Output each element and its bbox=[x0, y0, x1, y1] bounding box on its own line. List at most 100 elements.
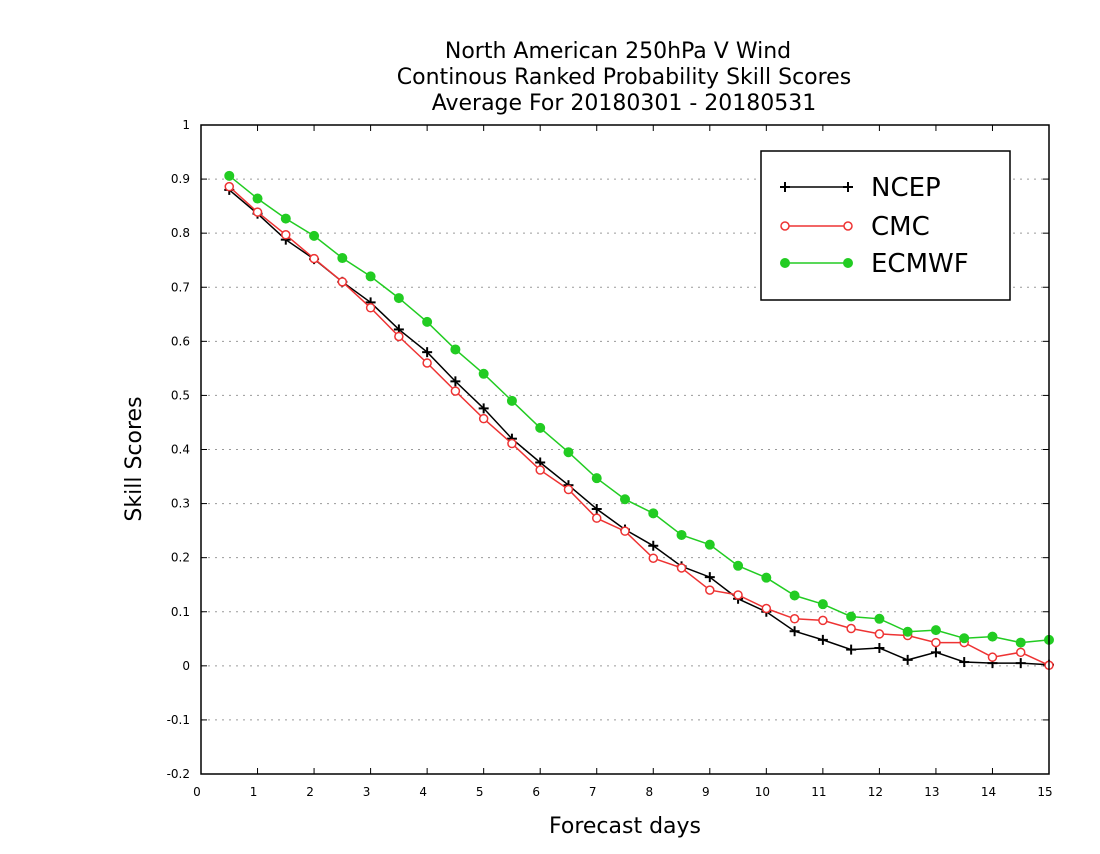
data-point-ncep bbox=[422, 347, 433, 358]
plot-frame bbox=[200, 124, 1050, 775]
y-tick-label: -0.1 bbox=[167, 713, 190, 727]
legend-marker-left-ncep bbox=[780, 182, 790, 192]
data-point-ecmwf bbox=[1015, 637, 1026, 648]
data-point-ncep bbox=[478, 403, 489, 414]
data-point-ecmwf bbox=[252, 193, 263, 204]
data-point-cmc bbox=[818, 615, 828, 626]
data-point-cmc bbox=[733, 590, 743, 600]
x-tick-label: 14 bbox=[981, 785, 996, 799]
data-point-ncep bbox=[789, 626, 800, 637]
data-point-ecmwf bbox=[761, 572, 772, 583]
data-point-ecmwf bbox=[846, 611, 857, 622]
x-tick-label: 13 bbox=[924, 785, 939, 799]
data-point-cmc bbox=[874, 629, 885, 639]
x-tick-label: 8 bbox=[645, 785, 653, 799]
legend-entry-ncep: NCEP bbox=[780, 173, 941, 203]
x-tick-label: 2 bbox=[306, 785, 314, 799]
y-tick-label: 0.8 bbox=[171, 226, 190, 240]
legend-marker-right-ncep bbox=[843, 182, 853, 192]
data-point-ecmwf bbox=[535, 422, 546, 433]
data-point-cmc bbox=[224, 181, 235, 192]
x-tick-label: 6 bbox=[532, 785, 540, 799]
data-point-cmc bbox=[705, 585, 715, 595]
series-line-cmc bbox=[228, 186, 1050, 666]
data-point-cmc bbox=[676, 563, 687, 573]
data-point-cmc bbox=[535, 465, 545, 475]
y-tick-label: 1 bbox=[182, 118, 190, 132]
data-point-ecmwf bbox=[874, 613, 885, 624]
x-tick-label: 9 bbox=[702, 785, 710, 799]
x-tick-label: 0 bbox=[193, 785, 201, 799]
data-point-ncep bbox=[902, 654, 913, 665]
y-tick-label: 0.7 bbox=[171, 280, 190, 294]
legend-label-cmc: CMC bbox=[871, 212, 930, 242]
data-point-cmc bbox=[931, 637, 941, 648]
data-point-cmc bbox=[337, 277, 348, 287]
data-point-ncep bbox=[874, 642, 885, 653]
data-point-cmc bbox=[789, 614, 800, 624]
data-point-cmc bbox=[365, 303, 376, 313]
data-point-ecmwf bbox=[676, 529, 687, 540]
y-tick-label: 0.1 bbox=[171, 605, 190, 619]
data-point-cmc bbox=[563, 484, 574, 495]
grid bbox=[201, 178, 1049, 721]
x-tick-label: 11 bbox=[811, 785, 826, 799]
y-tick-label: 0.2 bbox=[171, 551, 190, 565]
data-point-ncep bbox=[1015, 658, 1026, 669]
data-point-cmc bbox=[309, 253, 319, 264]
data-point-ecmwf bbox=[337, 253, 348, 264]
data-point-ncep bbox=[450, 376, 461, 387]
data-point-ncep bbox=[591, 503, 602, 514]
y-tick-label: 0.3 bbox=[171, 497, 190, 511]
y-tick-label: -0.2 bbox=[167, 767, 190, 781]
data-point-cmc bbox=[620, 526, 630, 536]
data-point-ecmwf bbox=[930, 625, 941, 636]
data-point-cmc bbox=[846, 623, 856, 634]
data-point-cmc bbox=[281, 230, 291, 240]
data-point-ecmwf bbox=[563, 447, 574, 458]
data-point-ecmwf bbox=[591, 473, 602, 484]
data-point-ecmwf bbox=[789, 590, 800, 601]
y-tick-label: 0.9 bbox=[171, 172, 190, 186]
data-point-ecmwf bbox=[959, 633, 970, 644]
data-point-ncep bbox=[817, 634, 828, 645]
data-point-cmc bbox=[591, 513, 602, 523]
x-tick-label: 12 bbox=[868, 785, 883, 799]
legend-marker-left-cmc bbox=[780, 221, 790, 231]
data-point-ecmwf bbox=[280, 213, 291, 224]
series-line-ncep bbox=[228, 189, 1050, 666]
x-axis-ticks: 0 1 2 3 4 5 6 7 8 9 10 11 12 13 14 15 bbox=[193, 125, 1053, 799]
x-tick-label: 4 bbox=[419, 785, 427, 799]
data-point-ecmwf bbox=[478, 368, 489, 379]
chart-title-line-3: Average For 20180301 - 20180531 bbox=[432, 91, 817, 116]
data-point-ecmwf bbox=[365, 271, 376, 282]
data-point-ecmwf bbox=[902, 626, 913, 637]
legend-label-ecmwf: ECMWF bbox=[871, 249, 969, 279]
x-tick-label: 15 bbox=[1037, 785, 1052, 799]
x-tick-label: 7 bbox=[589, 785, 597, 799]
chart-title-line-2: Continous Ranked Probability Skill Score… bbox=[397, 65, 851, 90]
chart-title: North American 250hPa V Wind Continous R… bbox=[397, 39, 851, 116]
x-tick-label: 1 bbox=[250, 785, 258, 799]
data-point-ncep bbox=[846, 644, 857, 655]
x-tick-label: 3 bbox=[363, 785, 371, 799]
legend-label-ncep: NCEP bbox=[871, 173, 941, 203]
data-point-ecmwf bbox=[648, 508, 659, 519]
data-point-ncep bbox=[930, 647, 941, 658]
data-point-ecmwf bbox=[224, 170, 235, 181]
data-point-cmc bbox=[507, 438, 517, 449]
data-point-ecmwf bbox=[393, 293, 404, 304]
data-point-ecmwf bbox=[733, 560, 744, 571]
series-lines bbox=[224, 170, 1054, 671]
data-point-cmc bbox=[761, 603, 772, 614]
x-tick-label: 5 bbox=[476, 785, 484, 799]
data-point-cmc bbox=[394, 331, 404, 342]
data-point-ncep bbox=[648, 540, 659, 551]
data-point-ecmwf bbox=[704, 539, 715, 550]
chart-title-line-1: North American 250hPa V Wind bbox=[445, 39, 791, 64]
data-point-ecmwf bbox=[422, 316, 433, 327]
data-point-cmc bbox=[422, 358, 432, 368]
data-point-cmc bbox=[478, 413, 489, 424]
data-point-ecmwf bbox=[817, 599, 828, 610]
